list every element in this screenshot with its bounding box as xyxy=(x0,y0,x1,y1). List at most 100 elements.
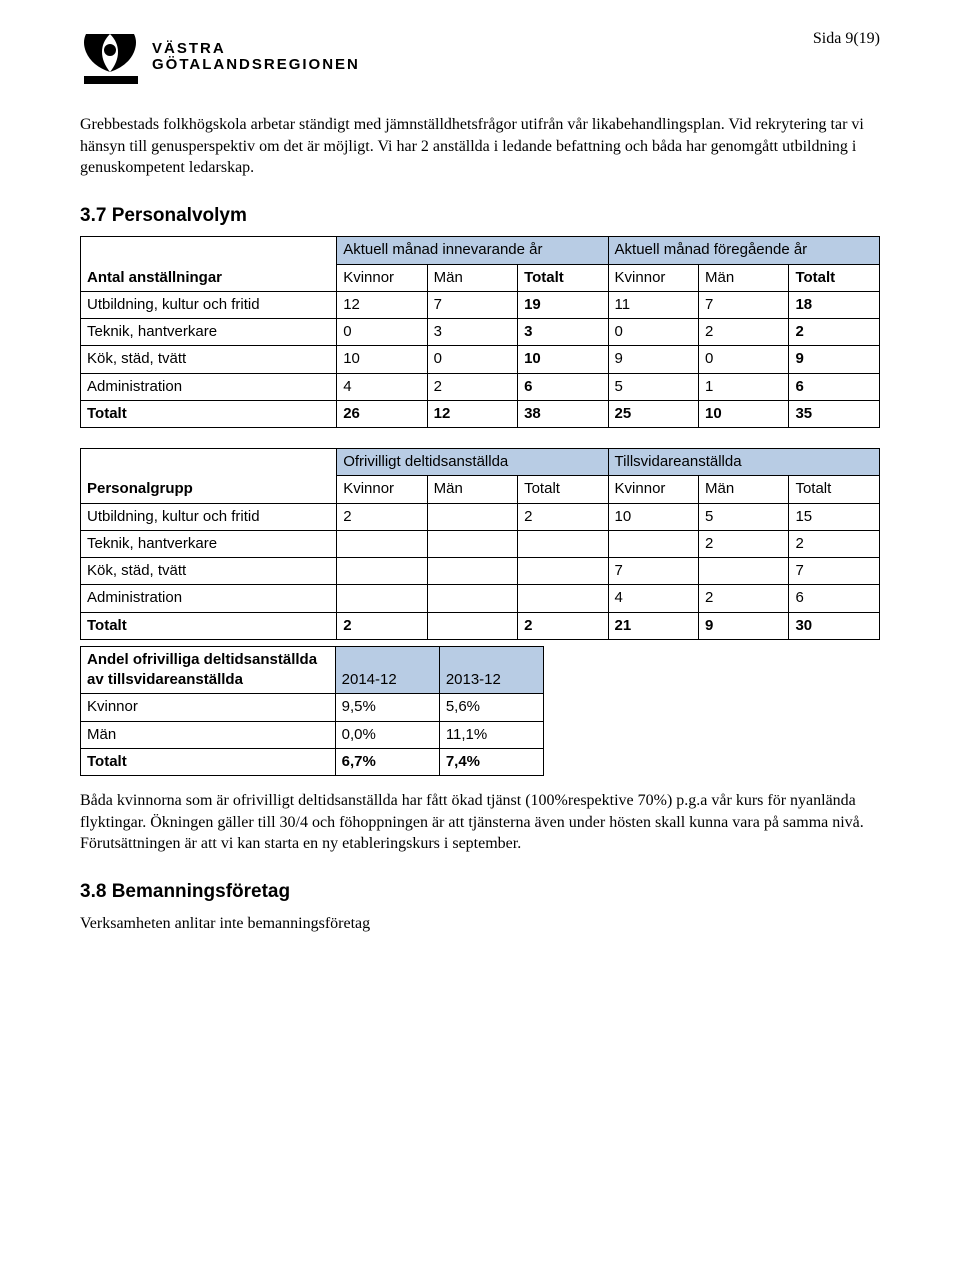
t1-subheader: Totalt xyxy=(789,264,880,291)
cell xyxy=(427,530,517,557)
cell: 0 xyxy=(337,319,427,346)
row-label: Kök, städ, tvätt xyxy=(81,346,337,373)
cell: 9 xyxy=(699,612,789,639)
cell: 11,1% xyxy=(439,721,543,748)
table-row: Män0,0%11,1% xyxy=(81,721,544,748)
t3-col1: 2013-12 xyxy=(439,646,543,694)
cell xyxy=(427,503,517,530)
cell: 35 xyxy=(789,400,880,427)
t1-subheader: Män xyxy=(699,264,789,291)
cell xyxy=(518,585,608,612)
table-row: Utbildning, kultur och fritid1271911718 xyxy=(81,291,880,318)
t1-subheader: Kvinnor xyxy=(337,264,427,291)
cell: 7 xyxy=(427,291,517,318)
logo-icon xyxy=(80,28,142,86)
t3-rowlabel-header: Andel ofrivilliga deltidsanställda av ti… xyxy=(81,646,336,694)
cell: 2 xyxy=(699,585,789,612)
t2-group1-header: Ofrivilligt deltidsanställda xyxy=(337,449,608,476)
row-label: Utbildning, kultur och fritid xyxy=(81,291,337,318)
table-row: Administration426516 xyxy=(81,373,880,400)
cell: 3 xyxy=(427,319,517,346)
cell: 0 xyxy=(608,319,698,346)
cell: 12 xyxy=(427,400,517,427)
cell xyxy=(337,530,427,557)
cell: 7 xyxy=(608,558,698,585)
cell: 7 xyxy=(699,291,789,318)
row-label: Utbildning, kultur och fritid xyxy=(81,503,337,530)
cell: 18 xyxy=(789,291,880,318)
row-label: Män xyxy=(81,721,336,748)
cell xyxy=(427,585,517,612)
table-row: Kök, städ, tvätt 7 7 xyxy=(81,558,880,585)
cell xyxy=(608,530,698,557)
row-label: Kök, städ, tvätt xyxy=(81,558,337,585)
t1-subheader: Män xyxy=(427,264,517,291)
row-label: Totalt xyxy=(81,612,337,639)
logo: VÄSTRA GÖTALANDSREGIONEN xyxy=(80,28,880,86)
t1-subheader: Kvinnor xyxy=(608,264,698,291)
cell: 10 xyxy=(608,503,698,530)
cell: 2 xyxy=(337,612,427,639)
table-row: Kök, städ, tvätt10010909 xyxy=(81,346,880,373)
cell: 4 xyxy=(608,585,698,612)
t3-col0: 2014-12 xyxy=(335,646,439,694)
t1-group2-header: Aktuell månad föregående år xyxy=(608,237,879,264)
cell: 0,0% xyxy=(335,721,439,748)
cell: 7 xyxy=(789,558,880,585)
cell: 2 xyxy=(789,530,880,557)
table-row: Totalt2221930 xyxy=(81,612,880,639)
row-label: Administration xyxy=(81,585,337,612)
cell: 6,7% xyxy=(335,748,439,775)
logo-text-line1: VÄSTRA xyxy=(152,41,360,57)
cell: 9 xyxy=(789,346,880,373)
logo-text-line2: GÖTALANDSREGIONEN xyxy=(152,57,360,73)
cell: 2 xyxy=(789,319,880,346)
t2-rowlabel-header: Personalgrupp xyxy=(81,449,337,504)
t1-subheader: Totalt xyxy=(518,264,608,291)
cell: 10 xyxy=(337,346,427,373)
t2-subheader: Kvinnor xyxy=(608,476,698,503)
row-label: Totalt xyxy=(81,748,336,775)
cell: 10 xyxy=(699,400,789,427)
table-row: Kvinnor9,5%5,6% xyxy=(81,694,544,721)
cell: 30 xyxy=(789,612,880,639)
cell: 2 xyxy=(699,319,789,346)
t2-subheader: Män xyxy=(699,476,789,503)
row-label: Totalt xyxy=(81,400,337,427)
cell: 0 xyxy=(427,346,517,373)
t2-subheader: Män xyxy=(427,476,517,503)
cell: 10 xyxy=(518,346,608,373)
table-row: Totalt261238251035 xyxy=(81,400,880,427)
cell: 0 xyxy=(699,346,789,373)
section-38-title: 3.8 Bemanningsföretag xyxy=(80,879,880,905)
mid-paragraph: Båda kvinnorna som är ofrivilligt deltid… xyxy=(80,790,880,855)
cell: 21 xyxy=(608,612,698,639)
cell: 5 xyxy=(608,373,698,400)
table-row: Teknik, hantverkare033022 xyxy=(81,319,880,346)
t1-rowlabel-header: Antal anställningar xyxy=(81,237,337,292)
t2-subheader: Totalt xyxy=(789,476,880,503)
table-row: Totalt6,7%7,4% xyxy=(81,748,544,775)
cell: 2 xyxy=(427,373,517,400)
cell: 2 xyxy=(518,503,608,530)
cell: 9,5% xyxy=(335,694,439,721)
t2-subheader: Kvinnor xyxy=(337,476,427,503)
table-andel: Andel ofrivilliga deltidsanställda av ti… xyxy=(80,646,544,776)
cell: 15 xyxy=(789,503,880,530)
cell: 4 xyxy=(337,373,427,400)
table-row: Utbildning, kultur och fritid2210515 xyxy=(81,503,880,530)
cell: 3 xyxy=(518,319,608,346)
cell xyxy=(427,612,517,639)
cell xyxy=(427,558,517,585)
cell: 6 xyxy=(789,373,880,400)
cell: 5,6% xyxy=(439,694,543,721)
cell: 38 xyxy=(518,400,608,427)
t2-subheader: Totalt xyxy=(518,476,608,503)
cell: 7,4% xyxy=(439,748,543,775)
cell: 9 xyxy=(608,346,698,373)
page-number: Sida 9(19) xyxy=(813,28,880,50)
row-label: Teknik, hantverkare xyxy=(81,319,337,346)
table-row: Teknik, hantverkare22 xyxy=(81,530,880,557)
cell xyxy=(518,558,608,585)
cell: 5 xyxy=(699,503,789,530)
